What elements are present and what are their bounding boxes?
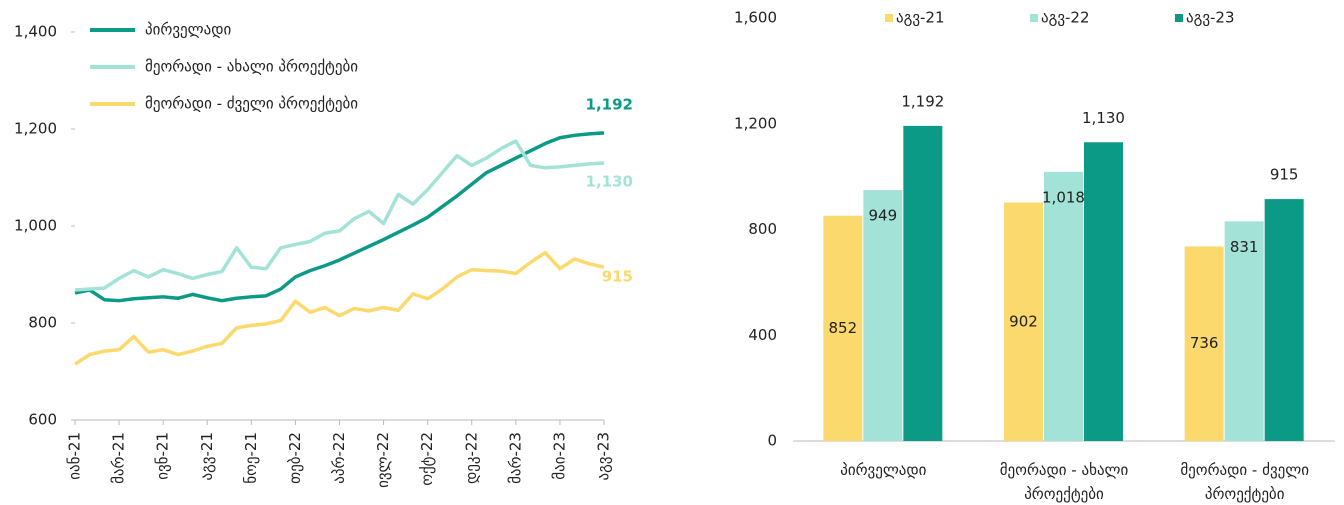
x-tick-label: ივლ-22 (374, 432, 392, 488)
x-tick-label: მარ-21 (110, 432, 128, 484)
data-label: 852 (829, 319, 858, 337)
legend-swatch (885, 14, 893, 22)
legend-label: პირველადი (145, 21, 231, 39)
x-tick-label: პირველადი (840, 461, 926, 479)
data-label: 831 (1230, 238, 1259, 256)
data-label: 949 (869, 207, 898, 225)
x-tick-label: აგვ-23 (595, 432, 613, 481)
y-tick-label: 800 (748, 220, 777, 238)
bar (1004, 202, 1043, 441)
x-tick-label: თებ-22 (286, 432, 304, 484)
x-tick-label: იან-21 (66, 432, 84, 480)
bar (863, 190, 903, 441)
x-tick-label: ნოე-21 (242, 432, 260, 484)
bar (823, 215, 863, 441)
line (74, 250, 605, 366)
data-label: 1,192 (901, 92, 944, 110)
line (74, 139, 605, 292)
y-tick-label: 1,200 (734, 114, 777, 132)
data-label: 1,018 (1042, 188, 1085, 206)
x-tick-label: მეორადი - ძველი პროექტები (1180, 461, 1309, 503)
bar (1224, 221, 1264, 441)
y-tick-label: 1,200 (14, 120, 57, 138)
bar (903, 125, 943, 442)
data-label: 736 (1190, 334, 1219, 352)
y-tick-label: 800 (28, 314, 57, 332)
bar (1084, 142, 1123, 441)
x-tick-label: ივნ-21 (154, 432, 172, 480)
x-tick-label: მარ-23 (506, 432, 524, 484)
y-tick-label: 1,000 (14, 217, 57, 235)
end-label: 915 (602, 268, 633, 286)
x-tick-label: ოქტ-22 (418, 432, 436, 486)
legend-label: აგვ-23 (1186, 9, 1235, 27)
y-tick-label: 1,400 (14, 23, 57, 41)
data-label: 915 (1270, 166, 1299, 184)
legend-label: მეორადი - ახალი პროექტები (145, 58, 358, 76)
legend-label: მეორადი - ძველი პროექტები (145, 95, 358, 113)
y-tick-label: 1,600 (734, 9, 777, 27)
legend-swatch (1175, 14, 1183, 22)
legend-swatch (1030, 14, 1038, 22)
data-label: 902 (1009, 312, 1038, 330)
y-tick-label: 600 (28, 411, 57, 429)
bar (1264, 199, 1304, 441)
x-tick-label: აპრ-22 (330, 432, 348, 484)
x-tick-label: მაი-23 (550, 432, 568, 480)
bar (1184, 246, 1224, 441)
bar (1044, 171, 1083, 441)
legend-label: აგვ-22 (1041, 9, 1090, 27)
end-label: 1,130 (586, 172, 633, 190)
y-tick-label: 0 (767, 432, 777, 450)
x-tick-label: მეორადი - ახალი პროექტები (1000, 461, 1129, 503)
line (74, 131, 605, 303)
data-label: 1,130 (1082, 109, 1125, 127)
x-tick-label: დეკ-22 (462, 432, 480, 484)
y-tick-label: 400 (748, 326, 777, 344)
end-label: 1,192 (586, 95, 633, 113)
x-tick-label: აგვ-21 (198, 432, 216, 481)
legend-label: აგვ-21 (896, 9, 945, 27)
